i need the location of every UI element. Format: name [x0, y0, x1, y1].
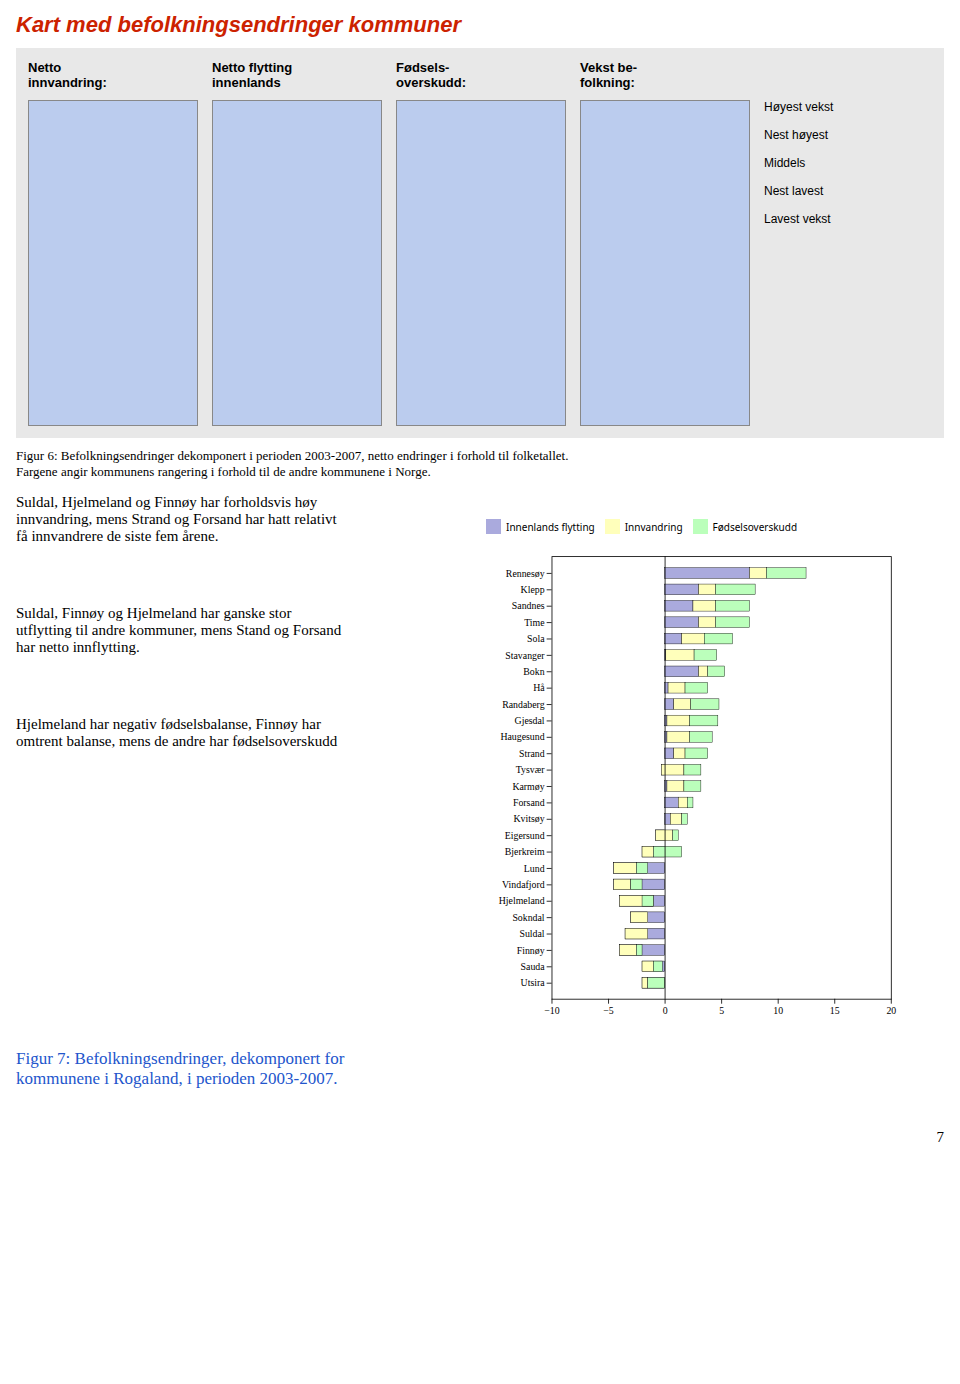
svg-text:10: 10 — [773, 1005, 783, 1016]
svg-text:Karmøy: Karmøy — [512, 781, 544, 792]
svg-text:Lund: Lund — [524, 863, 545, 874]
svg-text:Vindafjord: Vindafjord — [502, 879, 545, 890]
svg-text:Strand: Strand — [519, 748, 545, 759]
svg-text:Stavanger: Stavanger — [505, 650, 545, 661]
html-text:Fødselsoverskudd: Fødselsoverskudd — [712, 519, 797, 534]
svg-text:Hå: Hå — [533, 682, 545, 693]
svg-text:Time: Time — [524, 617, 545, 628]
svg-text:15: 15 — [830, 1005, 840, 1016]
html-text:Suldal, Hjelmeland og Finnøy h: Suldal, Hjelmeland og Finnøy har forhold… — [16, 494, 337, 544]
svg-text:20: 20 — [886, 1005, 896, 1016]
svg-text:Utsira: Utsira — [521, 977, 546, 988]
svg-text:Hjelmeland: Hjelmeland — [499, 895, 545, 906]
html-text:Netto flytting innenlands: Netto flytting innenlands — [212, 60, 293, 90]
html-text:Fødsels- overskudd:: Fødsels- overskudd: — [396, 60, 467, 90]
html-text:Suldal, Finnøy og Hjelmeland h: Suldal, Finnøy og Hjelmeland har ganske … — [16, 605, 342, 655]
svg-text:Klepp: Klepp — [521, 584, 545, 595]
html-text:Innenlands flytting: Innenlands flytting — [506, 519, 595, 534]
svg-text:Forsand: Forsand — [513, 797, 545, 808]
svg-text:Suldal: Suldal — [519, 928, 544, 939]
svg-text:Tysvær: Tysvær — [516, 764, 546, 775]
svg-text:Rennesøy: Rennesøy — [506, 568, 545, 579]
svg-text:Finnøy: Finnøy — [517, 945, 545, 956]
svg-text:Bjerkreim: Bjerkreim — [505, 846, 545, 857]
svg-text:Gjesdal: Gjesdal — [515, 715, 545, 726]
svg-text:−5: −5 — [603, 1005, 614, 1016]
html-text:7: 7 — [936, 1129, 944, 1146]
svg-text:0: 0 — [663, 1005, 668, 1016]
svg-text:5: 5 — [719, 1005, 724, 1016]
html-text:Figur 7: Befolkningsendringer,: Figur 7: Befolkningsendringer, dekompone… — [16, 1049, 345, 1089]
html-text:Innvandring: Innvandring — [624, 519, 683, 534]
html-text:Middels: Middels — [764, 156, 806, 170]
svg-text:Eigersund: Eigersund — [505, 830, 545, 841]
html-text:Hjelmeland har negativ fødsels: Hjelmeland har negativ fødselsbalanse, F… — [16, 716, 338, 749]
html-text:Figur 6: Befolkningsendringer: Figur 6: Befolkningsendringer dekomponer… — [16, 448, 569, 479]
svg-text:Haugesund: Haugesund — [500, 731, 544, 742]
html-text:Lavest vekst: Lavest vekst — [764, 212, 831, 226]
svg-text:Bokn: Bokn — [523, 666, 544, 677]
svg-text:Sola: Sola — [527, 633, 545, 644]
svg-text:Sauda: Sauda — [521, 961, 546, 972]
html-text:Netto innvandring:: Netto innvandring: — [28, 60, 107, 90]
svg-text:Sokndal: Sokndal — [512, 912, 544, 923]
html-text:Nest høyest: Nest høyest — [764, 128, 828, 142]
svg-text:Kvitsøy: Kvitsøy — [513, 813, 544, 824]
html-text:Vekst be- folkning:: Vekst be- folkning: — [580, 60, 638, 90]
svg-text:Randaberg: Randaberg — [502, 699, 544, 710]
html-text:Nest lavest: Nest lavest — [764, 184, 824, 198]
svg-text:−10: −10 — [544, 1005, 559, 1016]
html-text:Kart med befolkningsendringer: Kart med befolkningsendringer kommuner — [16, 12, 461, 37]
html-text:Høyest vekst: Høyest vekst — [764, 100, 834, 114]
svg-text:Sandnes: Sandnes — [512, 600, 545, 611]
